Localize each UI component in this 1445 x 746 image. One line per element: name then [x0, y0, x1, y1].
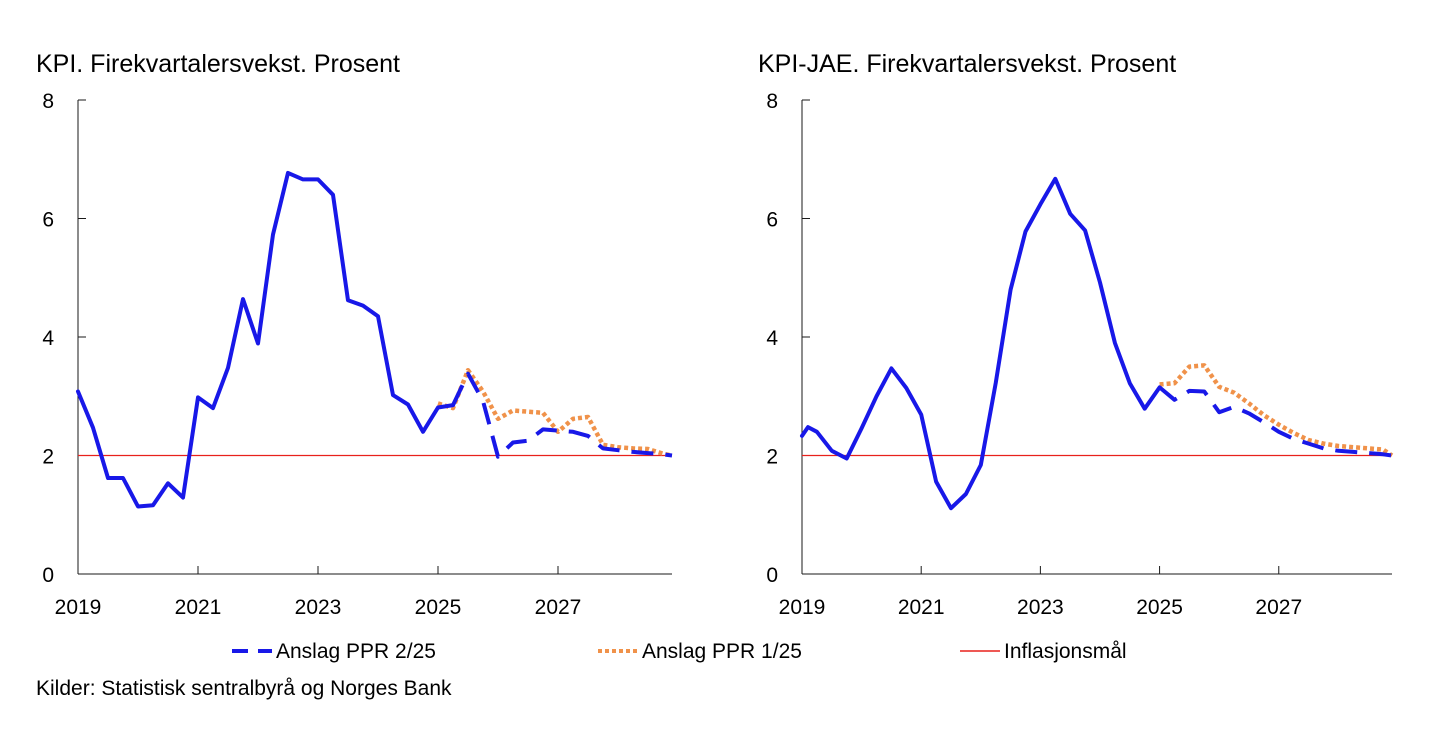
- x-tick-label: 2023: [1017, 596, 1064, 619]
- series-line-ppr-1-25: [437, 367, 673, 458]
- x-tick-label: 2021: [898, 596, 945, 619]
- chart-panel-kpi-jae: KPI-JAE. Firekvartalersvekst. Prosent 02…: [758, 50, 1394, 619]
- legend-label: Inflasjonsmål: [1004, 640, 1127, 663]
- chart-title: KPI. Firekvartalersvekst. Prosent: [36, 50, 400, 78]
- x-tick-label: 2021: [175, 596, 222, 619]
- y-tick-label: 8: [42, 90, 54, 113]
- y-tick-label: 2: [766, 446, 778, 469]
- legend: Anslag PPR 2/25 Anslag PPR 1/25 Inflasjo…: [232, 640, 1127, 663]
- x-tick-label: 2023: [295, 596, 342, 619]
- series-line-ppr-2-25: [1158, 385, 1393, 458]
- series-line-history: [800, 176, 1162, 511]
- series-line-ppr-1-25: [1159, 363, 1394, 458]
- legend-label: Anslag PPR 1/25: [642, 640, 802, 663]
- x-tick-label: 2025: [1136, 596, 1183, 619]
- y-tick-label: 4: [766, 327, 778, 350]
- y-tick-label: 0: [42, 564, 54, 587]
- y-tick-label: 8: [766, 90, 778, 113]
- y-tick-label: 6: [766, 209, 778, 232]
- chart-panel-kpi: KPI. Firekvartalersvekst. Prosent 0 2 4 6 8 2…: [36, 50, 673, 619]
- series-line-ppr-2-25: [451, 371, 673, 459]
- legend-label: Anslag PPR 2/25: [276, 640, 436, 663]
- chart-title: KPI-JAE. Firekvartalersvekst. Prosent: [758, 50, 1176, 78]
- x-tick-label: 2027: [1255, 596, 1302, 619]
- y-tick-label: 0: [766, 564, 778, 587]
- x-tick-label: 2019: [779, 596, 826, 619]
- source-note: Kilder: Statistisk sentralbyrå og Norges…: [36, 677, 452, 700]
- y-tick-label: 4: [42, 327, 54, 350]
- x-tick-label: 2027: [535, 596, 582, 619]
- y-tick-label: 2: [42, 446, 54, 469]
- x-tick-label: 2025: [415, 596, 462, 619]
- y-tick-label: 6: [42, 209, 54, 232]
- series-line-history: [76, 170, 455, 509]
- x-tick-label: 2019: [55, 596, 102, 619]
